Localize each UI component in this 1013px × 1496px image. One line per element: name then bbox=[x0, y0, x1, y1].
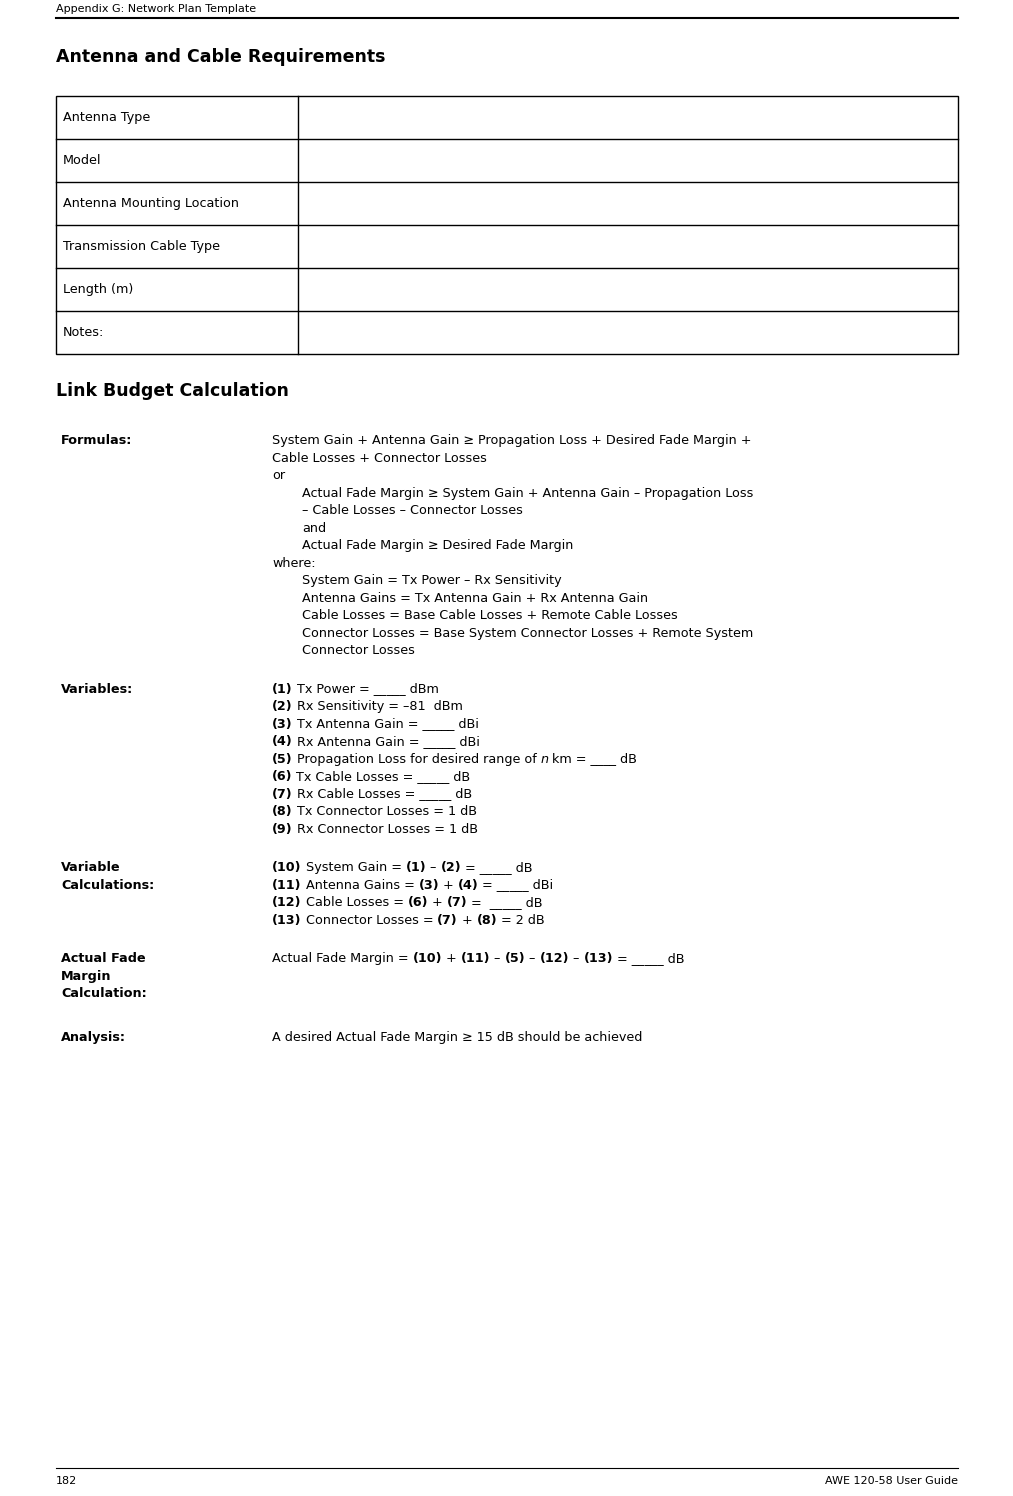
Text: = _____ dB: = _____ dB bbox=[461, 862, 533, 874]
Text: Rx Cable Losses = _____ dB: Rx Cable Losses = _____ dB bbox=[293, 787, 472, 800]
Text: Actual Fade Margin ≥ Desired Fade Margin: Actual Fade Margin ≥ Desired Fade Margin bbox=[302, 539, 573, 552]
Text: (6): (6) bbox=[272, 770, 293, 782]
Text: Length (m): Length (m) bbox=[63, 283, 134, 296]
Text: Actual Fade Margin =: Actual Fade Margin = bbox=[272, 951, 412, 965]
Text: (13): (13) bbox=[272, 914, 302, 926]
Text: Rx Antenna Gain = _____ dBi: Rx Antenna Gain = _____ dBi bbox=[293, 735, 479, 748]
Text: (5): (5) bbox=[504, 951, 526, 965]
Text: (7): (7) bbox=[438, 914, 458, 926]
Text: = _____ dB: = _____ dB bbox=[613, 951, 685, 965]
Text: Calculation:: Calculation: bbox=[61, 987, 147, 999]
Bar bbox=[56, 96, 958, 355]
Text: Cable Losses + Connector Losses: Cable Losses + Connector Losses bbox=[272, 452, 487, 464]
Text: (12): (12) bbox=[272, 896, 302, 910]
Text: –: – bbox=[490, 951, 504, 965]
Text: Variables:: Variables: bbox=[61, 682, 134, 696]
Text: A desired Actual Fade Margin ≥ 15 dB should be achieved: A desired Actual Fade Margin ≥ 15 dB sho… bbox=[272, 1031, 642, 1044]
Text: Margin: Margin bbox=[61, 969, 111, 983]
Text: =  _____ dB: = _____ dB bbox=[467, 896, 543, 910]
Text: Antenna Mounting Location: Antenna Mounting Location bbox=[63, 197, 239, 209]
Text: Analysis:: Analysis: bbox=[61, 1031, 126, 1044]
Text: (3): (3) bbox=[418, 878, 439, 892]
Text: AWE 120-58 User Guide: AWE 120-58 User Guide bbox=[825, 1477, 958, 1486]
Text: +: + bbox=[458, 914, 476, 926]
Text: where:: where: bbox=[272, 557, 316, 570]
Text: – Cable Losses – Connector Losses: – Cable Losses – Connector Losses bbox=[302, 504, 523, 518]
Text: System Gain =: System Gain = bbox=[302, 862, 405, 874]
Text: Appendix G: Network Plan Template: Appendix G: Network Plan Template bbox=[56, 4, 256, 13]
Text: Calculations:: Calculations: bbox=[61, 878, 154, 892]
Text: (3): (3) bbox=[272, 718, 293, 730]
Text: (12): (12) bbox=[540, 951, 569, 965]
Text: Tx Cable Losses = _____ dB: Tx Cable Losses = _____ dB bbox=[293, 770, 471, 782]
Text: km = ____ dB: km = ____ dB bbox=[548, 752, 637, 766]
Text: Tx Power = _____ dBm: Tx Power = _____ dBm bbox=[293, 682, 439, 696]
Text: (8): (8) bbox=[476, 914, 497, 926]
Text: Actual Fade: Actual Fade bbox=[61, 951, 146, 965]
Text: (9): (9) bbox=[272, 823, 293, 835]
Text: +: + bbox=[428, 896, 447, 910]
Text: (7): (7) bbox=[272, 787, 293, 800]
Text: and: and bbox=[302, 522, 326, 534]
Text: (8): (8) bbox=[272, 805, 293, 818]
Text: Tx Antenna Gain = _____ dBi: Tx Antenna Gain = _____ dBi bbox=[293, 718, 478, 730]
Text: Antenna Gains = Tx Antenna Gain + Rx Antenna Gain: Antenna Gains = Tx Antenna Gain + Rx Ant… bbox=[302, 591, 648, 604]
Text: –: – bbox=[526, 951, 540, 965]
Text: Model: Model bbox=[63, 154, 101, 168]
Text: Tx Connector Losses = 1 dB: Tx Connector Losses = 1 dB bbox=[293, 805, 477, 818]
Text: –: – bbox=[569, 951, 583, 965]
Text: = _____ dBi: = _____ dBi bbox=[478, 878, 554, 892]
Text: Notes:: Notes: bbox=[63, 326, 104, 340]
Text: +: + bbox=[442, 951, 461, 965]
Text: Transmission Cable Type: Transmission Cable Type bbox=[63, 239, 220, 253]
Text: Cable Losses =: Cable Losses = bbox=[302, 896, 407, 910]
Text: Variable: Variable bbox=[61, 862, 121, 874]
Text: Antenna Type: Antenna Type bbox=[63, 111, 150, 124]
Text: (10): (10) bbox=[412, 951, 442, 965]
Text: 182: 182 bbox=[56, 1477, 77, 1486]
Text: (11): (11) bbox=[272, 878, 302, 892]
Text: Link Budget Calculation: Link Budget Calculation bbox=[56, 381, 289, 399]
Text: Cable Losses = Base Cable Losses + Remote Cable Losses: Cable Losses = Base Cable Losses + Remot… bbox=[302, 609, 678, 622]
Text: n: n bbox=[540, 752, 548, 766]
Text: +: + bbox=[439, 878, 458, 892]
Text: (2): (2) bbox=[441, 862, 461, 874]
Text: (2): (2) bbox=[272, 700, 293, 714]
Text: Rx Connector Losses = 1 dB: Rx Connector Losses = 1 dB bbox=[293, 823, 477, 835]
Text: Connector Losses = Base System Connector Losses + Remote System: Connector Losses = Base System Connector… bbox=[302, 627, 754, 639]
Text: (13): (13) bbox=[583, 951, 613, 965]
Text: Antenna Gains =: Antenna Gains = bbox=[302, 878, 418, 892]
Text: Propagation Loss for desired range of: Propagation Loss for desired range of bbox=[293, 752, 540, 766]
Text: (11): (11) bbox=[461, 951, 490, 965]
Text: (1): (1) bbox=[405, 862, 426, 874]
Text: or: or bbox=[272, 470, 285, 482]
Text: System Gain + Antenna Gain ≥ Propagation Loss + Desired Fade Margin +: System Gain + Antenna Gain ≥ Propagation… bbox=[272, 434, 752, 447]
Text: System Gain = Tx Power – Rx Sensitivity: System Gain = Tx Power – Rx Sensitivity bbox=[302, 574, 561, 586]
Text: (7): (7) bbox=[447, 896, 467, 910]
Text: = 2 dB: = 2 dB bbox=[497, 914, 545, 926]
Text: (4): (4) bbox=[458, 878, 478, 892]
Text: (1): (1) bbox=[272, 682, 293, 696]
Text: (6): (6) bbox=[407, 896, 428, 910]
Text: Connector Losses: Connector Losses bbox=[302, 643, 415, 657]
Text: (10): (10) bbox=[272, 862, 302, 874]
Text: Rx Sensitivity = –81  dBm: Rx Sensitivity = –81 dBm bbox=[293, 700, 463, 714]
Text: –: – bbox=[426, 862, 441, 874]
Text: Actual Fade Margin ≥ System Gain + Antenna Gain – Propagation Loss: Actual Fade Margin ≥ System Gain + Anten… bbox=[302, 486, 754, 500]
Text: Formulas:: Formulas: bbox=[61, 434, 133, 447]
Text: (4): (4) bbox=[272, 735, 293, 748]
Text: Antenna and Cable Requirements: Antenna and Cable Requirements bbox=[56, 48, 386, 66]
Text: (5): (5) bbox=[272, 752, 293, 766]
Text: Connector Losses =: Connector Losses = bbox=[302, 914, 438, 926]
